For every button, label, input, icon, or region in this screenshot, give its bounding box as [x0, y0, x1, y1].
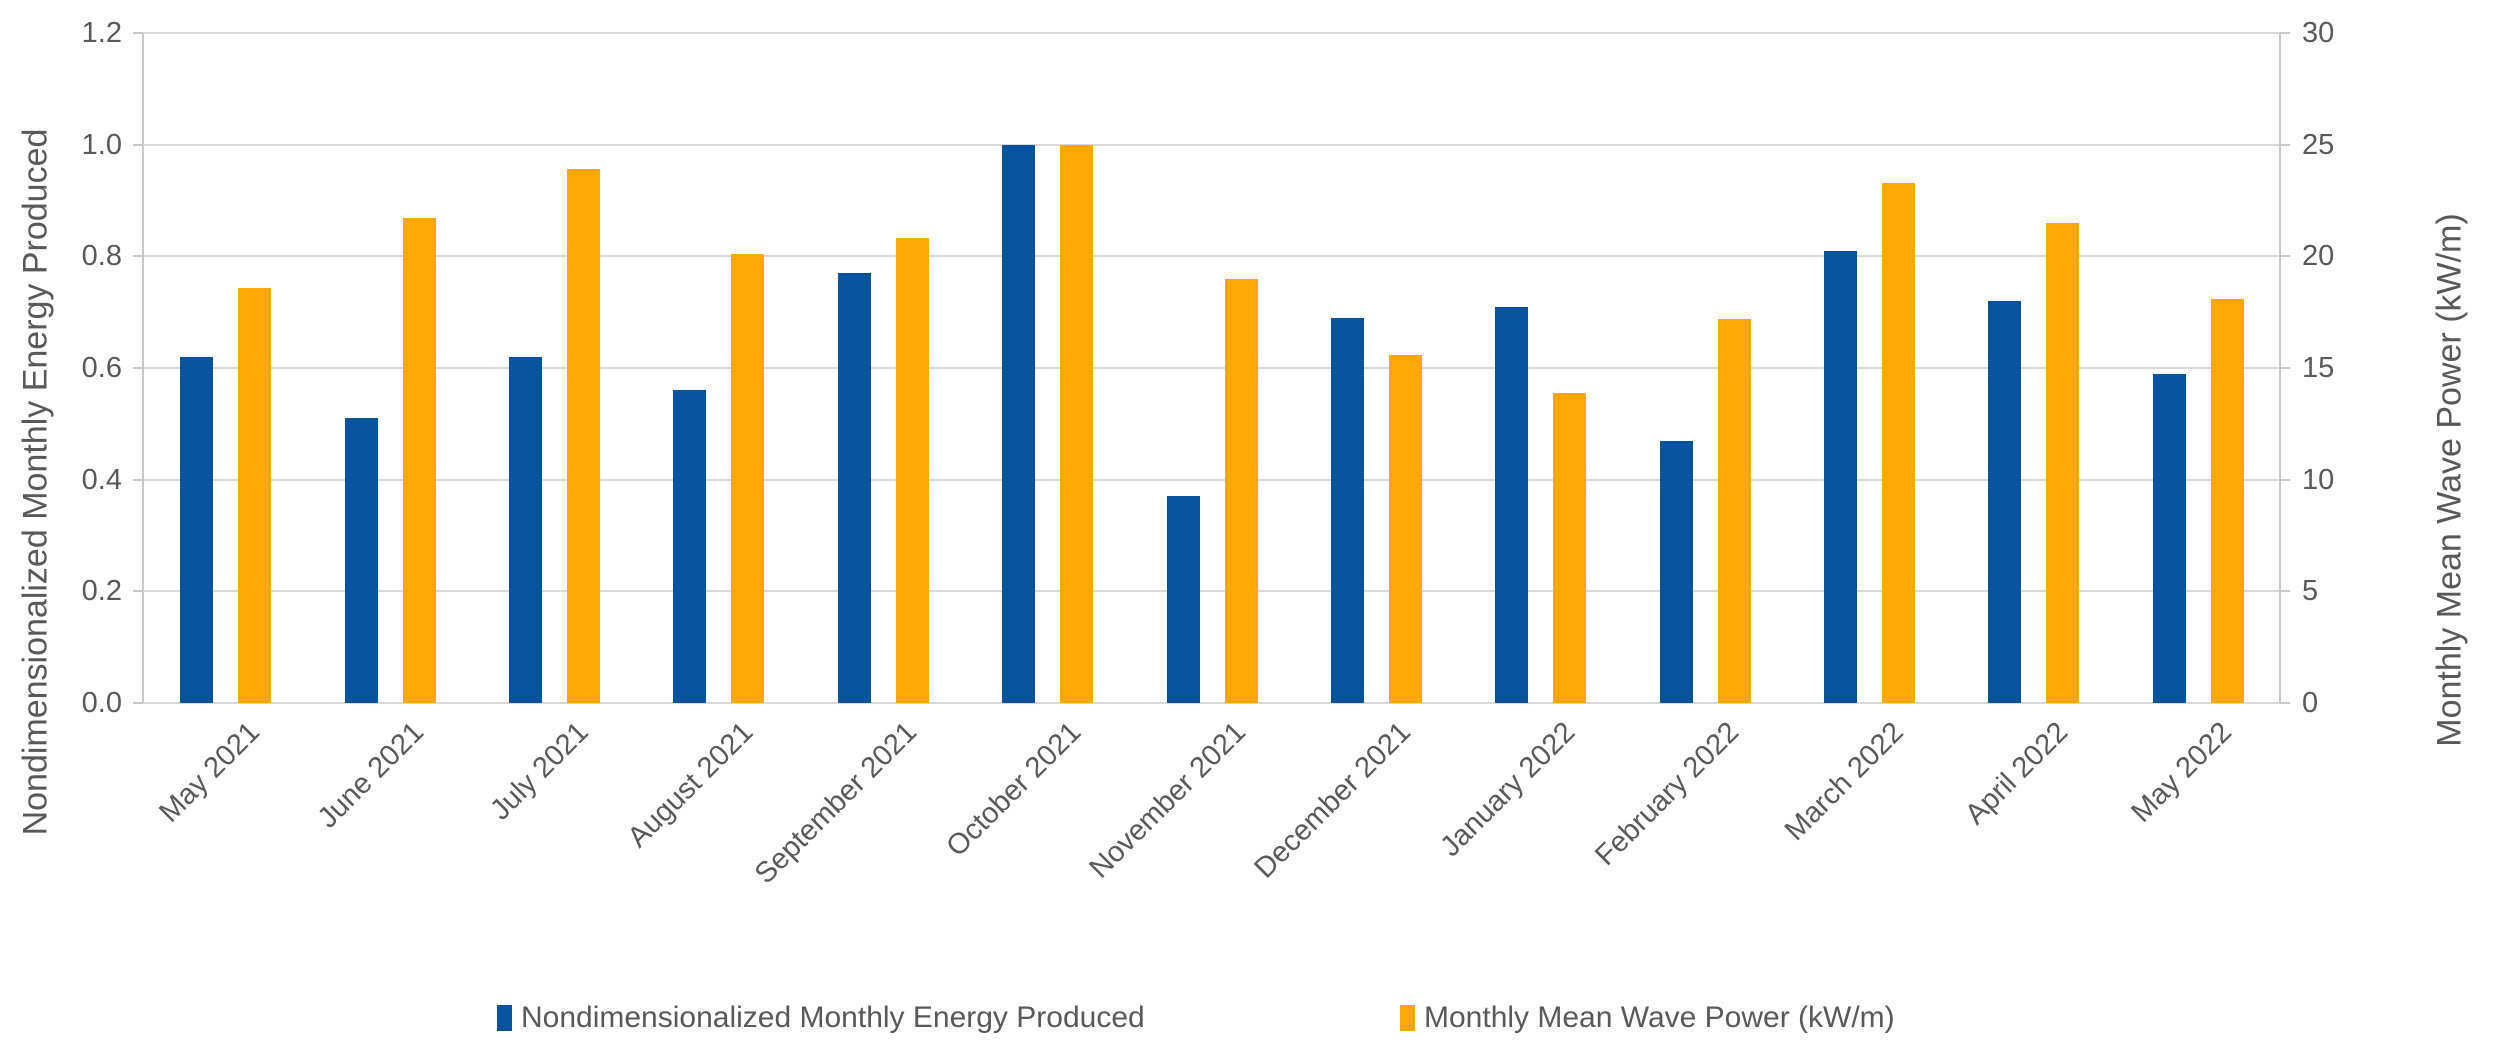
left-axis-tick-label: 1.2 — [81, 17, 122, 49]
energy-bar — [1002, 144, 1036, 703]
left-axis-tick-label: 0.6 — [81, 352, 122, 384]
gridline — [143, 367, 2280, 369]
right-axis-tick-label: 20 — [2302, 240, 2335, 272]
left-axis-tick — [133, 367, 143, 369]
legend-swatch-energy — [497, 1005, 512, 1031]
x-axis-label: October 2021 — [940, 716, 1088, 863]
x-axis-label: June 2021 — [311, 716, 431, 835]
wave-power-bar — [2210, 298, 2244, 703]
energy-bar — [1824, 250, 1858, 703]
wave-power-bar — [895, 238, 929, 703]
gridline — [143, 144, 2280, 146]
right-axis-tick — [2280, 32, 2290, 34]
wave-power-bar — [238, 287, 272, 703]
energy-bar — [2152, 373, 2186, 703]
x-axis-label: August 2021 — [621, 716, 759, 854]
plot-area — [142, 32, 2281, 704]
x-axis-label: September 2021 — [749, 716, 924, 891]
right-axis-tick-label: 10 — [2302, 464, 2335, 496]
x-axis-label: April 2022 — [1959, 716, 2075, 831]
right-axis-tick — [2280, 479, 2290, 481]
legend: Nondimensionalized Monthly Energy Produc… — [0, 996, 2496, 1036]
x-axis-label: May 2022 — [2125, 716, 2239, 829]
wave-power-bar — [2046, 222, 2080, 703]
wave-power-bar — [731, 254, 765, 703]
gridline — [143, 255, 2280, 257]
legend-label: Monthly Mean Wave Power (kW/m) — [1424, 1001, 1895, 1034]
left-axis-tick — [133, 144, 143, 146]
gridline — [143, 702, 2280, 704]
energy-bar — [1330, 317, 1364, 703]
x-axis-label: July 2021 — [484, 716, 595, 827]
right-axis-tick-label: 15 — [2302, 352, 2335, 384]
left-axis-tick-label: 0.0 — [81, 687, 122, 719]
energy-bar — [837, 273, 871, 703]
x-axis-label: November 2021 — [1083, 716, 1253, 885]
x-axis-label: May 2021 — [153, 716, 266, 829]
left-axis-tick — [133, 590, 143, 592]
gridline — [143, 590, 2280, 592]
gridline — [143, 479, 2280, 481]
left-axis-tick — [133, 32, 143, 34]
energy-bar — [1988, 301, 2022, 703]
x-axis-label: January 2022 — [1434, 716, 1581, 863]
x-axis-label: December 2021 — [1247, 716, 1417, 885]
energy-bar — [1495, 306, 1529, 703]
energy-bar — [1166, 496, 1200, 703]
legend-label: Nondimensionalized Monthly Energy Produc… — [521, 1001, 1145, 1034]
wave-power-bar — [402, 218, 436, 703]
legend-item: Nondimensionalized Monthly Energy Produc… — [497, 1001, 1145, 1035]
energy-bar — [344, 418, 378, 703]
legend-item: Monthly Mean Wave Power (kW/m) — [1400, 1001, 1895, 1035]
right-axis-tick — [2280, 702, 2290, 704]
left-axis-tick — [133, 255, 143, 257]
left-axis-tick-label: 0.8 — [81, 240, 122, 272]
gridline — [143, 32, 2280, 34]
wave-power-bar — [1388, 354, 1422, 703]
right-axis-tick-label: 5 — [2302, 575, 2319, 607]
legend-swatch-wave-power — [1400, 1005, 1415, 1031]
left-axis-tick-label: 0.2 — [81, 575, 122, 607]
wave-power-bar — [1060, 144, 1094, 703]
energy-bar — [673, 390, 707, 703]
right-axis-title: Monthly Mean Wave Power (kW/m) — [2430, 213, 2469, 747]
wave-power-bar — [1882, 182, 1916, 703]
x-axis-label: March 2022 — [1778, 716, 1910, 847]
left-axis-tick-label: 1.0 — [81, 129, 122, 161]
wave-power-bar — [566, 169, 600, 703]
left-axis-tick — [133, 702, 143, 704]
right-axis-tick-label: 0 — [2302, 687, 2319, 719]
energy-bar — [508, 356, 542, 703]
wave-power-bar — [1224, 278, 1258, 703]
right-axis-tick — [2280, 255, 2290, 257]
energy-bar — [180, 356, 214, 703]
right-axis-tick — [2280, 144, 2290, 146]
left-axis-tick-label: 0.4 — [81, 464, 122, 496]
x-axis-label: February 2022 — [1589, 716, 1746, 873]
wave-power-bar — [1717, 318, 1751, 703]
energy-bar — [1659, 440, 1693, 703]
left-axis-tick — [133, 479, 143, 481]
right-axis-tick — [2280, 590, 2290, 592]
right-axis-tick-label: 30 — [2302, 17, 2335, 49]
wave-power-bar — [1553, 392, 1587, 703]
right-axis-tick-label: 25 — [2302, 129, 2335, 161]
left-axis-line — [142, 33, 144, 703]
right-axis-tick — [2280, 367, 2290, 369]
